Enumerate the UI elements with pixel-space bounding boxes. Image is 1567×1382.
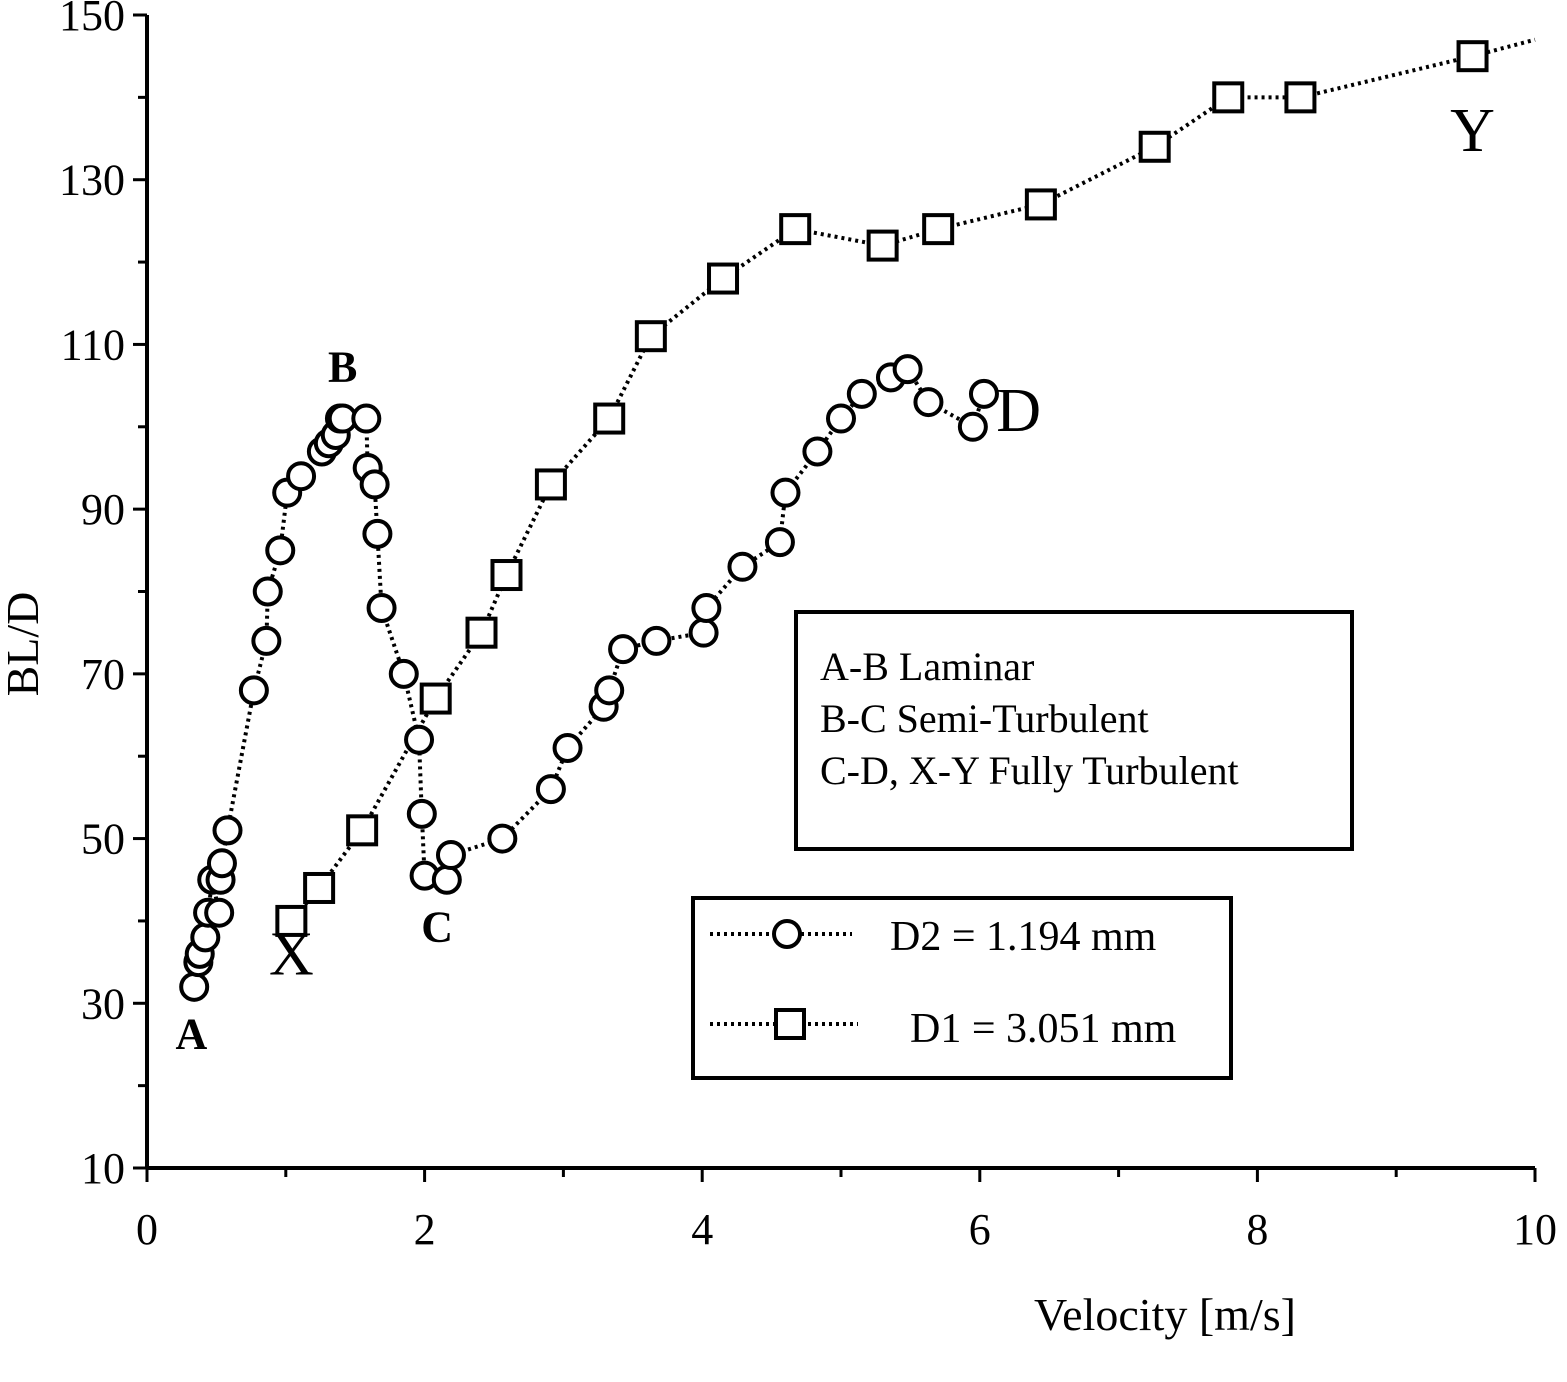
y-tick-label: 30 xyxy=(81,979,125,1028)
circle-marker xyxy=(802,436,833,467)
circle-marker xyxy=(487,823,518,854)
circle-marker xyxy=(641,625,672,656)
square-marker xyxy=(490,559,523,592)
square-marker xyxy=(779,213,812,246)
y-tick-label: 70 xyxy=(81,650,125,699)
legend-label-d2: D2 = 1.194 mm xyxy=(890,914,1157,960)
circle-marker xyxy=(190,922,221,953)
point-label-b: B xyxy=(328,342,357,391)
annotation-line-2: B-C Semi-Turbulent xyxy=(820,696,1149,741)
square-marker xyxy=(866,229,899,262)
circle-marker xyxy=(238,675,269,706)
y-tick-label: 10 xyxy=(81,1144,125,1193)
circle-marker xyxy=(826,403,856,434)
circle-marker xyxy=(770,477,801,508)
square-marker xyxy=(346,814,379,847)
circle-marker xyxy=(594,675,625,706)
legend-square-marker xyxy=(774,1008,806,1040)
circle-marker xyxy=(179,971,210,1002)
circle-marker xyxy=(764,527,795,558)
circle-marker xyxy=(846,378,877,409)
series-markers xyxy=(179,40,1489,1002)
square-marker xyxy=(534,468,567,501)
circle-marker xyxy=(362,518,393,549)
point-label-x: X xyxy=(269,920,314,988)
circle-marker xyxy=(366,592,397,623)
legend: D2 = 1.194 mm D1 = 3.051 mm xyxy=(691,896,1233,1080)
square-marker xyxy=(1212,81,1245,114)
circle-marker xyxy=(535,774,566,805)
circle-marker xyxy=(252,576,283,607)
legend-circle-marker xyxy=(772,919,802,949)
circle-marker xyxy=(406,798,437,829)
circle-marker xyxy=(608,634,639,665)
y-tick-label: 90 xyxy=(81,485,125,534)
circle-marker xyxy=(351,403,382,434)
circle-marker xyxy=(691,592,722,623)
square-marker xyxy=(303,871,336,904)
square-marker xyxy=(707,262,740,295)
circle-marker xyxy=(286,461,317,492)
circle-marker xyxy=(552,732,583,763)
square-marker xyxy=(465,616,498,649)
annotation-box-frame xyxy=(794,610,1354,851)
square-marker xyxy=(1024,188,1057,221)
circle-marker xyxy=(435,840,466,871)
circle-marker xyxy=(206,848,237,879)
y-axis-title: BL/D xyxy=(0,592,48,697)
x-tick-label: 4 xyxy=(691,1205,713,1254)
circle-marker xyxy=(212,815,243,846)
y-tick-label: 150 xyxy=(59,0,125,40)
annotation-line-3: C-D, X-Y Fully Turbulent xyxy=(820,748,1239,793)
point-label-y: Y xyxy=(1450,97,1495,165)
circle-marker xyxy=(388,658,419,689)
circle-marker xyxy=(359,469,390,500)
y-tick-label: 50 xyxy=(81,815,125,864)
annotation-box: A-B Laminar B-C Semi-Turbulent C-D, X-Y … xyxy=(794,610,1354,851)
circle-marker xyxy=(968,378,999,409)
square-marker xyxy=(593,402,626,435)
square-marker xyxy=(419,682,452,715)
annotation-line-1: A-B Laminar xyxy=(820,644,1034,689)
circle-marker xyxy=(688,617,719,648)
circle-marker xyxy=(892,354,923,385)
x-axis-title: Velocity [m/s] xyxy=(1034,1289,1296,1340)
x-tick-label: 2 xyxy=(414,1205,436,1254)
circle-marker xyxy=(204,897,235,928)
square-marker xyxy=(922,213,955,246)
square-marker xyxy=(1456,40,1489,73)
circle-marker xyxy=(404,724,435,755)
point-labels: A B C D X Y xyxy=(176,97,1495,1059)
circle-marker xyxy=(431,864,462,895)
point-label-c: C xyxy=(421,903,453,952)
circle-marker xyxy=(957,411,988,442)
legend-label-d1: D1 = 3.051 mm xyxy=(910,1006,1177,1052)
circle-marker xyxy=(913,387,944,418)
square-marker xyxy=(1138,130,1171,163)
circle-marker xyxy=(251,625,282,656)
x-tick-label: 8 xyxy=(1246,1205,1268,1254)
x-tick-label: 10 xyxy=(1513,1205,1557,1254)
point-label-a: A xyxy=(176,1010,208,1059)
y-tick-label: 130 xyxy=(59,156,125,205)
square-marker xyxy=(1284,81,1317,114)
circle-marker xyxy=(727,551,758,582)
circle-marker xyxy=(265,535,296,566)
x-tick-label: 0 xyxy=(136,1205,158,1254)
point-label-d: D xyxy=(996,377,1041,445)
square-marker xyxy=(275,904,308,937)
axes: 0 2 4 6 8 10 10 30 50 70 90 110 130 150 xyxy=(59,0,1557,1254)
x-tick-label: 6 xyxy=(969,1205,991,1254)
square-marker xyxy=(634,320,667,353)
y-tick-label: 110 xyxy=(61,320,125,369)
